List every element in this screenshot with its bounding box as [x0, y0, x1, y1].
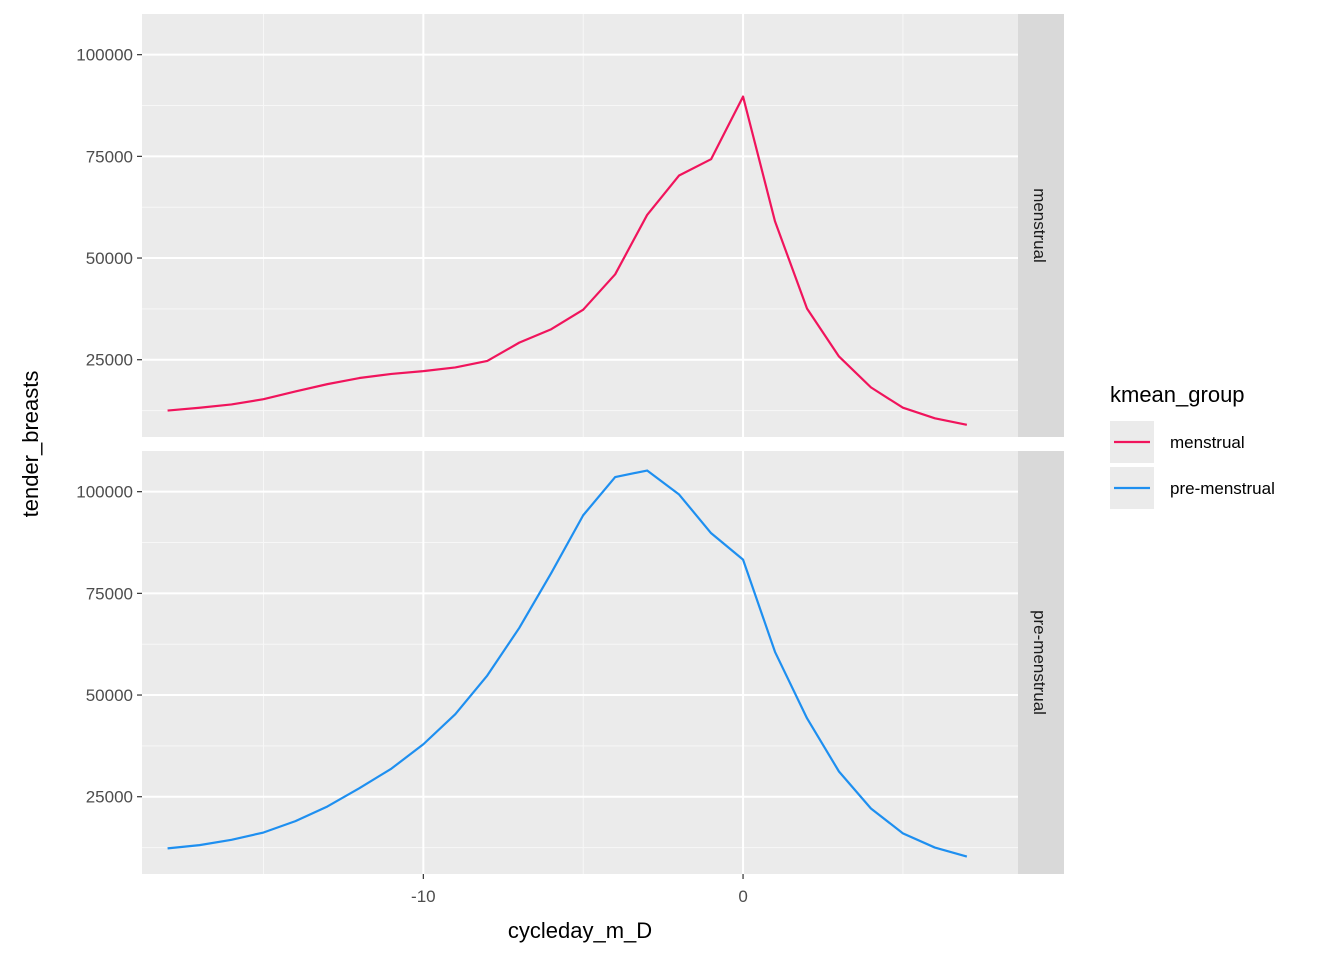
- y-axis-ticks: 25000 50000 75000 100000: [76, 46, 142, 370]
- legend-item-menstrual: menstrual: [1110, 421, 1245, 463]
- facet-strip-label: pre-menstrual: [1030, 610, 1049, 715]
- legend-label: menstrual: [1170, 433, 1245, 452]
- x-tick-label: -10: [411, 887, 436, 906]
- y-tick-label: 75000: [86, 584, 133, 603]
- legend-title: kmean_group: [1110, 382, 1245, 407]
- y-tick-label: 50000: [86, 686, 133, 705]
- x-axis-title: cycleday_m_D: [508, 918, 652, 943]
- panel-gridlines: [142, 14, 1018, 437]
- y-axis-title: tender_breasts: [18, 371, 43, 518]
- y-tick-label: 25000: [86, 788, 133, 807]
- series-line-menstrual: [167, 95, 968, 426]
- legend: kmean_group menstrual pre-menstrual: [1110, 382, 1275, 509]
- x-tick-label: 0: [738, 887, 747, 906]
- panel-gridlines: [142, 451, 1018, 874]
- series-line-pre-menstrual: [167, 469, 968, 858]
- facet-strip: [1018, 451, 1064, 874]
- facet-panel-pre-menstrual: pre-menstrual 25000 50000 75000 100000: [76, 451, 1064, 874]
- legend-label: pre-menstrual: [1170, 479, 1275, 498]
- y-tick-label: 50000: [86, 249, 133, 268]
- x-axis-ticks: -10 0: [411, 874, 748, 906]
- legend-item-pre-menstrual: pre-menstrual: [1110, 467, 1275, 509]
- y-tick-label: 75000: [86, 147, 133, 166]
- y-tick-label: 100000: [76, 46, 133, 65]
- y-tick-label: 25000: [86, 351, 133, 370]
- panel-background: [142, 451, 1018, 874]
- facet-strip-label: menstrual: [1030, 188, 1049, 263]
- y-axis-ticks: 25000 50000 75000 100000: [76, 483, 142, 807]
- facet-strip: [1018, 14, 1064, 437]
- facet-panel-menstrual: menstrual 25000 50000 75000 100000: [76, 14, 1064, 437]
- y-tick-label: 100000: [76, 483, 133, 502]
- panel-background: [142, 14, 1018, 437]
